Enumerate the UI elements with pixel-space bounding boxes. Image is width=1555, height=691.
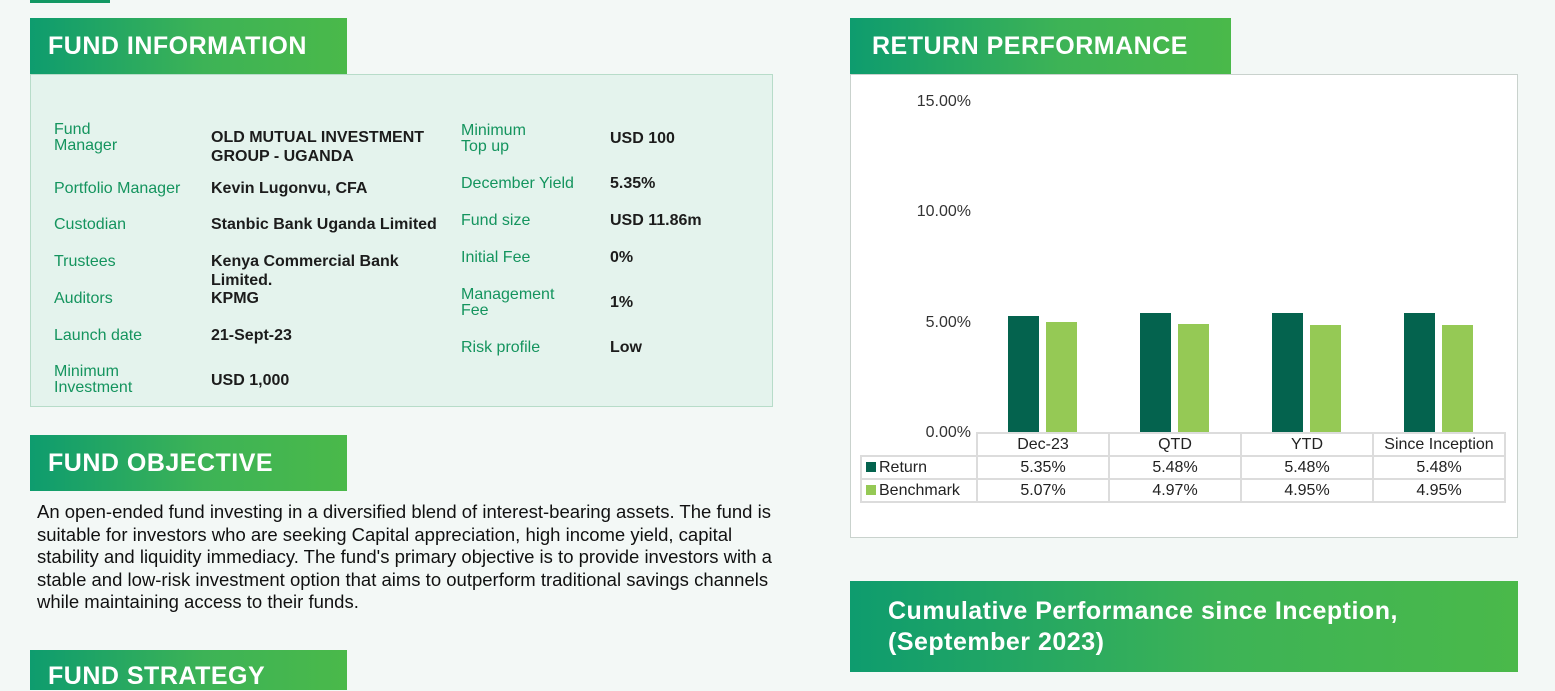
fund-size-label: Fund size <box>461 212 531 229</box>
trustees-value: Kenya Commercial Bank Limited. <box>211 253 399 289</box>
legend-entry: Benchmark <box>860 478 978 503</box>
initial-fee-label: Initial Fee <box>461 249 531 266</box>
cumulative-performance-header: Cumulative Performance since Inception, … <box>850 581 1518 672</box>
initial-fee-value: 0% <box>610 249 634 266</box>
y-tick-label: 10.00% <box>916 203 971 221</box>
data-label: 5.35% <box>976 455 1110 480</box>
data-label: 4.95% <box>1372 478 1506 503</box>
minimum-investment-value: USD 1,000 <box>211 372 290 389</box>
fund-manager-label: Fund Manager <box>54 121 118 154</box>
auditors-value: KPMG <box>211 290 259 307</box>
risk-profile-value: Low <box>610 339 642 356</box>
custodian-value: Stanbic Bank Uganda Limited <box>211 216 437 233</box>
category-label: YTD <box>1240 432 1374 457</box>
data-label: 5.07% <box>976 478 1110 503</box>
data-label: 4.97% <box>1108 478 1242 503</box>
y-tick-label: 0.00% <box>925 424 971 441</box>
fund-objective-text: An open-ended fund investing in a divers… <box>37 501 772 613</box>
legend-entry: Return <box>860 455 978 480</box>
portfolio-manager-label: Portfolio Manager <box>54 180 181 197</box>
fund-manager-value: OLD MUTUAL INVESTMENT GROUP - UGANDA <box>211 129 425 165</box>
category-label: Since Inception <box>1372 432 1506 457</box>
fund-information-title: FUND INFORMATION <box>48 31 307 60</box>
fund-objective-title: FUND OBJECTIVE <box>48 448 274 477</box>
launch-date-value: 21-Sept-23 <box>211 327 292 344</box>
data-label: 5.48% <box>1240 455 1374 480</box>
trustees-label: Trustees <box>54 253 116 270</box>
y-tick-label: 15.00% <box>916 93 971 110</box>
return-bar <box>1272 313 1303 434</box>
portfolio-manager-value: Kevin Lugonvu, CFA <box>211 180 368 197</box>
data-label: 4.95% <box>1240 478 1374 503</box>
benchmark-bar <box>1310 324 1341 434</box>
chart-data-table: Dec-23 QTD YTD Since Inception Return 5.35% 5.… <box>860 432 1506 503</box>
minimum-investment-label: Minimum Investment <box>54 363 133 396</box>
y-tick-label: 5.00% <box>925 313 971 331</box>
management-fee-label: Management Fee <box>461 286 555 319</box>
data-label: 5.48% <box>1108 455 1242 480</box>
return-performance-title: RETURN PERFORMANCE <box>872 31 1188 60</box>
return-bar <box>1404 313 1435 434</box>
data-label: 5.48% <box>1372 455 1506 480</box>
legend-key <box>866 484 876 495</box>
fund-size-value: USD 11.86m <box>610 212 702 229</box>
return-performance-header: RETURN PERFORMANCE <box>850 18 1231 74</box>
top-accent-bar <box>30 0 110 3</box>
fund-objective-header: FUND OBJECTIVE <box>30 435 347 491</box>
custodian-label: Custodian <box>54 216 127 233</box>
benchmark-bar <box>1046 322 1077 434</box>
benchmark-bar <box>1442 324 1473 434</box>
return-bar <box>1008 315 1039 434</box>
fund-strategy-header: FUND STRATEGY <box>30 650 347 690</box>
cumulative-performance-subtitle: (September 2023) <box>888 627 1105 656</box>
december-yield-value: 5.35% <box>610 175 656 192</box>
launch-date-label: Launch date <box>54 327 143 344</box>
minimum-top-up-value: USD 100 <box>610 130 675 147</box>
cumulative-performance-title: Cumulative Performance since Inception, <box>888 596 1398 625</box>
risk-profile-label: Risk profile <box>461 339 541 356</box>
fund-information-panel: Fund Manager OLD MUTUAL INVESTMENT GROUP -… <box>30 74 773 407</box>
auditors-label: Auditors <box>54 290 113 307</box>
legend-key <box>866 461 876 472</box>
category-label: QTD <box>1108 432 1242 457</box>
december-yield-label: December Yield <box>461 175 574 192</box>
return-bar <box>1140 313 1171 434</box>
benchmark-bar <box>1178 324 1209 434</box>
fund-information-header: FUND INFORMATION <box>30 18 347 74</box>
return-performance-chart: 15.00% 10.00% 5.00% 0.00% Dec-23 QTD YTD Since… <box>850 74 1518 538</box>
category-label: Dec-23 <box>976 432 1110 457</box>
minimum-top-up-label: Minimum Top up <box>461 122 526 155</box>
management-fee-value: 1% <box>610 294 634 311</box>
